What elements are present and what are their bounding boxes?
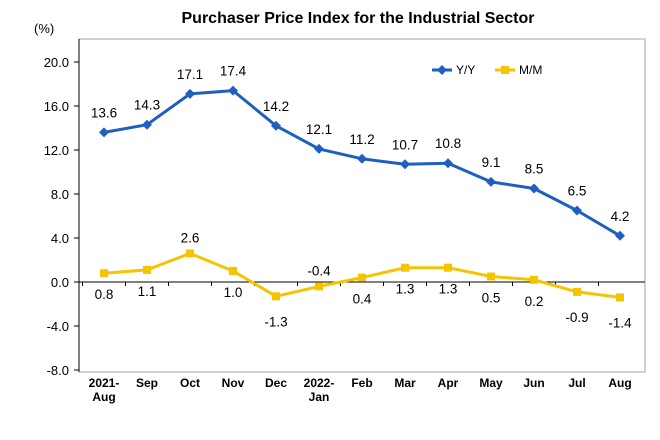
x-tick-label: Jul <box>568 376 585 390</box>
yy-data-label: 11.2 <box>349 132 374 147</box>
yy-data-label: 10.8 <box>435 136 461 151</box>
yy-data-label: 6.5 <box>568 184 587 199</box>
x-tick-label: Aug <box>92 390 115 404</box>
y-tick-label: 20.0 <box>44 55 69 70</box>
yy-data-label: 17.4 <box>220 64 247 79</box>
y-tick-label: 0.0 <box>51 275 69 290</box>
legend-mm-marker <box>501 66 509 74</box>
yy-point <box>314 143 324 154</box>
legend-yy-label: Y/Y <box>456 63 475 77</box>
yy-point <box>185 88 195 99</box>
yy-point <box>443 158 453 169</box>
x-tick-label: 2021- <box>89 376 120 390</box>
y-tick-label: 8.0 <box>51 187 69 202</box>
mm-data-label: 0.5 <box>482 291 501 306</box>
mm-data-label: 0.2 <box>525 294 544 309</box>
y-tick-label: -8.0 <box>47 363 69 378</box>
mm-point <box>487 272 495 281</box>
mm-data-label: -0.4 <box>307 263 331 278</box>
mm-data-label: 1.0 <box>224 285 243 300</box>
yy-data-label: 4.2 <box>611 209 630 224</box>
mm-point <box>401 263 409 272</box>
mm-data-label: 1.3 <box>396 282 415 297</box>
mm-point <box>100 269 108 278</box>
yy-data-label: 14.2 <box>263 99 289 114</box>
mm-point <box>229 267 237 275</box>
mm-point <box>186 249 194 258</box>
yy-point <box>400 159 410 170</box>
x-tick-label: Jun <box>523 376 544 390</box>
yy-point <box>271 120 281 131</box>
mm-point <box>530 275 538 284</box>
mm-point <box>616 293 624 302</box>
yy-point <box>572 205 582 216</box>
mm-point <box>272 292 280 301</box>
yy-data-label: 13.6 <box>91 105 117 120</box>
x-tick-label: 2022- <box>304 376 335 390</box>
x-tick-label: Oct <box>180 376 200 390</box>
mm-data-label: 0.4 <box>353 292 372 307</box>
yy-data-label: 12.1 <box>306 122 332 137</box>
legend-mm-label: M/M <box>519 63 542 77</box>
x-tick-label: Apr <box>438 376 459 390</box>
yy-data-label: 10.7 <box>392 137 418 152</box>
mm-data-label: 1.3 <box>439 282 458 297</box>
legend-yy-marker <box>437 65 447 75</box>
mm-point <box>358 273 366 282</box>
legend: Y/Y M/M <box>432 63 542 77</box>
yy-point <box>228 85 238 96</box>
y-tick-label: 16.0 <box>44 99 69 114</box>
x-tick-label: May <box>479 376 503 390</box>
mm-data-label: -0.9 <box>565 310 588 325</box>
mm-data-label: 1.1 <box>138 284 157 299</box>
x-tick-label: Dec <box>265 376 287 390</box>
mm-point <box>143 265 151 274</box>
yy-point <box>357 153 367 164</box>
yy-point <box>142 119 152 130</box>
yy-point <box>529 183 539 194</box>
mm-point <box>444 263 452 272</box>
y-axis-unit-label: (%) <box>34 21 54 36</box>
mm-data-label: -1.4 <box>608 315 632 330</box>
yy-point <box>99 127 109 138</box>
series-layer <box>99 85 625 302</box>
y-tick-label: 4.0 <box>51 231 69 246</box>
mm-data-label: 0.8 <box>95 287 114 302</box>
yy-data-label: 14.3 <box>134 98 160 113</box>
x-tick-label: Mar <box>394 376 416 390</box>
yy-point <box>615 230 625 241</box>
x-tick-label: Sep <box>136 376 158 390</box>
y-axis: 20.0 16.0 12.0 8.0 4.0 0.0 -4.0 -8.0 <box>44 39 80 378</box>
mm-data-label: -1.3 <box>264 314 287 329</box>
mm-data-label: 2.6 <box>181 230 200 245</box>
y-tick-label: -4.0 <box>47 319 69 334</box>
mm-point <box>573 287 581 296</box>
yy-data-label: 17.1 <box>177 67 203 82</box>
data-labels: 13.6 14.3 17.1 17.4 14.2 12.1 11.2 10.7 10.8 9.1 8… <box>91 64 632 331</box>
y-tick-label: 12.0 <box>44 143 69 158</box>
yy-data-label: 8.5 <box>525 162 544 177</box>
yy-point <box>486 176 496 187</box>
x-tick-label: Jan <box>309 390 330 404</box>
x-tick-label: Feb <box>351 376 372 390</box>
chart-title: Purchaser Price Index for the Industrial… <box>182 10 535 27</box>
x-tick-label: Aug <box>608 376 631 390</box>
x-tick-label: Nov <box>222 376 245 390</box>
yy-data-label: 9.1 <box>482 155 501 170</box>
mm-point <box>315 282 323 291</box>
